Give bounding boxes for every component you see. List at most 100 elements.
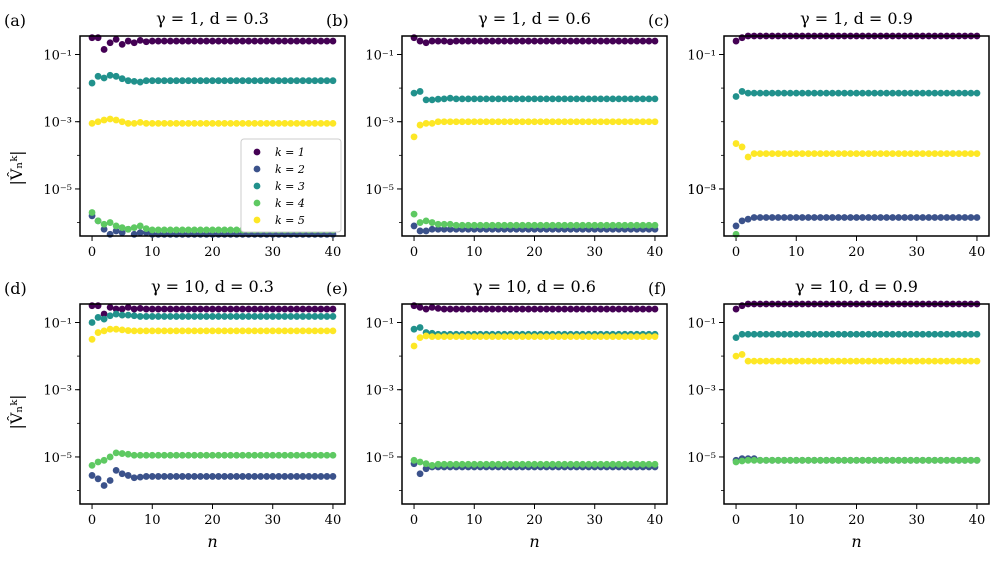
data-point <box>106 219 114 226</box>
data-point <box>931 89 939 97</box>
data-point <box>275 313 283 320</box>
data-point <box>458 305 466 313</box>
data-point <box>239 77 247 85</box>
data-point <box>124 119 132 127</box>
data-point <box>762 357 770 365</box>
data-point <box>257 451 265 459</box>
data-point <box>798 357 806 365</box>
data-point <box>136 78 144 86</box>
data-point <box>609 37 617 45</box>
data-point <box>130 39 138 47</box>
data-point <box>488 37 496 45</box>
data-point <box>100 315 108 323</box>
data-point <box>172 119 180 127</box>
data-point <box>561 305 569 313</box>
x-tick-label: 30 <box>586 245 603 260</box>
data-point <box>738 88 746 95</box>
data-point <box>543 305 550 313</box>
data-point <box>877 357 884 365</box>
data-point <box>275 327 283 335</box>
data-point <box>172 77 180 85</box>
data-point <box>853 150 860 158</box>
data-point <box>609 221 617 229</box>
data-point <box>311 473 319 480</box>
data-point <box>901 456 909 464</box>
data-point <box>609 333 617 341</box>
data-point <box>967 330 975 338</box>
data-point <box>482 118 490 126</box>
data-point <box>257 119 265 127</box>
panel-title: γ = 10, d = 0.9 <box>795 277 918 296</box>
series-k5 <box>732 351 981 365</box>
series-k1 <box>732 32 981 45</box>
data-point <box>585 221 593 229</box>
data-point <box>263 305 271 313</box>
data-point <box>311 327 319 335</box>
data-point <box>299 119 307 127</box>
data-point <box>191 473 198 480</box>
data-point <box>142 451 150 459</box>
data-point <box>197 473 204 480</box>
data-point <box>633 221 641 229</box>
data-point <box>889 214 897 221</box>
data-point <box>877 330 884 338</box>
data-point <box>281 313 289 320</box>
data-point <box>118 118 126 126</box>
data-point <box>738 143 746 151</box>
data-point <box>269 327 277 335</box>
data-point <box>585 95 593 103</box>
data-point <box>197 119 204 127</box>
y-tick-label: 10⁻³ <box>43 116 72 131</box>
data-point <box>829 357 836 365</box>
data-point <box>464 305 472 313</box>
series-k1 <box>410 34 659 47</box>
data-point <box>251 37 259 45</box>
data-point <box>543 333 550 341</box>
data-point <box>185 119 192 127</box>
data-point <box>124 77 132 85</box>
data-point <box>434 333 442 341</box>
data-point <box>835 89 842 97</box>
data-point <box>311 37 319 45</box>
y-tick-label: 10⁻³ <box>687 384 716 399</box>
data-point <box>750 150 758 158</box>
data-point <box>94 118 102 126</box>
data-point <box>251 327 259 335</box>
data-point <box>172 313 180 320</box>
data-point <box>434 37 442 45</box>
data-point <box>203 226 210 234</box>
data-point <box>810 214 818 221</box>
data-point <box>305 77 313 85</box>
data-point <box>780 357 788 365</box>
data-point <box>810 357 818 365</box>
panel-label: (d) <box>4 279 27 298</box>
data-point <box>621 221 629 229</box>
data-point <box>835 150 842 158</box>
data-point <box>543 460 550 468</box>
data-point <box>482 37 490 45</box>
axes-frame <box>723 35 990 237</box>
data-point <box>907 150 915 158</box>
data-point <box>738 330 746 338</box>
data-point <box>221 327 228 335</box>
data-point <box>263 37 271 45</box>
data-point <box>895 357 903 365</box>
data-point <box>293 119 301 127</box>
data-point <box>494 305 502 313</box>
data-point <box>847 456 854 464</box>
data-point <box>937 150 945 158</box>
data-point <box>422 217 430 225</box>
y-tick-label: 10⁻¹ <box>43 48 72 63</box>
axes-frame <box>79 35 346 237</box>
data-point <box>112 35 120 43</box>
data-point <box>293 451 301 459</box>
data-point <box>853 357 860 365</box>
data-point <box>215 473 222 480</box>
data-point <box>323 327 331 335</box>
data-point <box>178 77 186 85</box>
data-point <box>112 466 120 474</box>
data-point <box>299 77 307 85</box>
data-point <box>203 451 210 459</box>
data-point <box>633 37 641 45</box>
data-point <box>197 77 204 85</box>
